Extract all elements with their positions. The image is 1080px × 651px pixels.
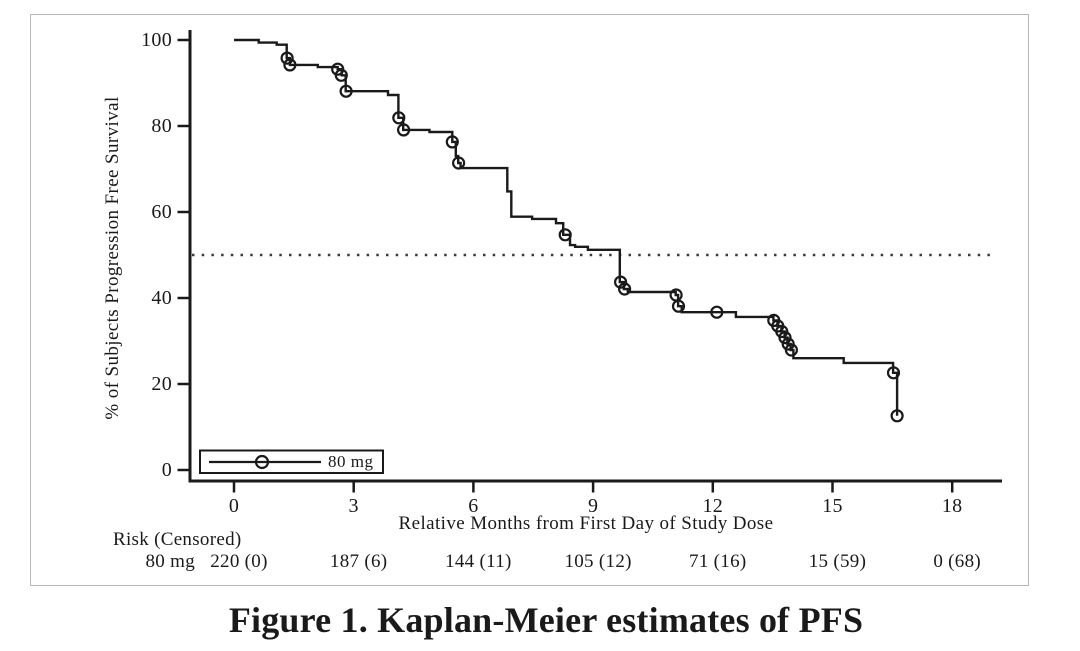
censor-mark [671,299,686,313]
censor-mark [397,123,411,137]
censor-mark [283,58,297,72]
risk-table-header: Risk (Censored) [113,529,242,550]
risk-value: 105 (12) [564,551,632,572]
risk-value: 144 (11) [445,551,512,572]
km-step-curve [234,38,899,416]
y-tick-label: 60 [151,201,172,223]
censor-mark [784,343,799,357]
legend-marker-circle [254,454,270,470]
x-tick-label: 3 [348,495,359,517]
risk-value: 71 (16) [689,551,747,572]
y-tick-label: 20 [151,373,172,395]
y-tick-label: 0 [161,459,172,481]
legend-label: 80 mg [328,452,374,471]
y-tick-label: 80 [151,115,172,137]
censor-mark [710,305,724,319]
chart-frame [30,14,1029,586]
x-tick-label: 0 [228,495,240,517]
censor-mark [778,331,792,345]
censor-mark [558,228,572,242]
censor-mark [339,84,353,98]
risk-value: 187 (6) [329,551,388,572]
x-tick-label: 15 [822,495,843,517]
x-tick-label: 18 [941,495,963,517]
x-tick-label: 12 [702,495,724,517]
censor-mark [280,51,294,65]
censor-mark [886,366,901,380]
risk-row-label: 80 mg [145,551,195,572]
censor-mark [613,275,628,289]
censor-mark [392,111,406,125]
risk-value: 15 (59) [808,551,867,572]
censor-mark [445,135,459,149]
figure-caption: Figure 1. Kaplan-Meier estimates of PFS [228,600,864,640]
y-tick-label: 40 [151,287,172,309]
censor-mark [890,409,904,423]
x-axis-label: Relative Months from First Day of Study … [398,513,774,534]
risk-value: 0 (68) [933,551,982,572]
censor-mark [617,282,632,296]
risk-value: 220 (0) [210,551,268,572]
censor-mark [334,68,348,82]
y-tick-label: 100 [141,29,172,51]
x-tick-label: 9 [587,495,599,517]
censor-mark [452,156,466,170]
x-tick-label: 6 [468,495,479,517]
